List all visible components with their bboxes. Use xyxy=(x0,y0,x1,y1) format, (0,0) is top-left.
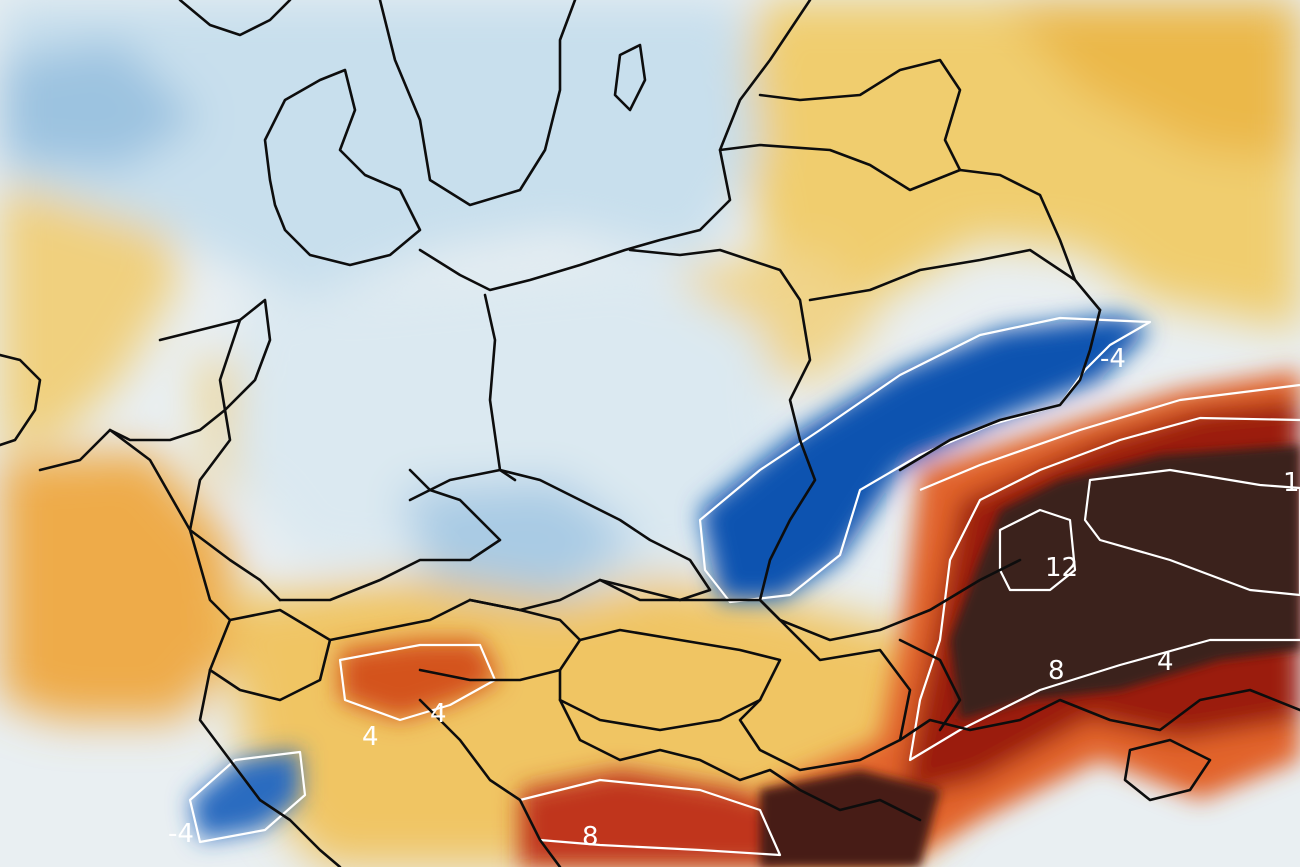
border-baltics xyxy=(758,58,962,172)
contour-12-right xyxy=(1083,468,1300,597)
contour-label-4-alps: 4 xyxy=(430,699,447,729)
contour-label-4-east: 4 xyxy=(1157,647,1174,677)
coastline-uk-east xyxy=(0,353,42,447)
contour-label-4-alps2: 4 xyxy=(362,722,379,752)
coastline-crimea xyxy=(1123,738,1212,802)
contour-label-12-left: 12 xyxy=(1045,553,1078,583)
coastline-italy-west xyxy=(258,798,342,867)
border-netherlands-belgium xyxy=(108,298,272,442)
island-gotland xyxy=(613,43,647,112)
contour-label-neg4-south: -4 xyxy=(168,819,194,849)
border-ukraine-south xyxy=(898,308,1102,472)
contour-label-8-balkan: 8 xyxy=(582,822,599,852)
border-belarus-south xyxy=(808,248,1077,302)
cold-area-czech xyxy=(400,480,640,600)
border-switzerland xyxy=(208,608,332,702)
border-germany-west xyxy=(188,318,282,602)
cool-area-center xyxy=(230,260,800,600)
border-poland-east xyxy=(628,248,817,602)
coastline-black-sea xyxy=(898,688,1300,742)
hot-area-balkan xyxy=(520,770,800,867)
border-germany-south xyxy=(278,468,502,602)
cold-area-south-blue xyxy=(190,750,300,840)
border-france-east xyxy=(38,428,262,802)
border-czech xyxy=(408,468,712,612)
border-moldova xyxy=(898,638,962,732)
coastline-baltic-south xyxy=(418,0,812,292)
border-romania xyxy=(738,618,912,772)
warm-area-france xyxy=(0,450,240,720)
cool-area-north xyxy=(0,0,760,300)
border-austria xyxy=(328,598,582,682)
contour-12-left xyxy=(998,508,1077,592)
border-slovakia xyxy=(598,578,782,622)
contour-8-east xyxy=(908,416,1300,762)
border-balkans xyxy=(558,698,922,822)
cold-area-northwest xyxy=(0,40,200,170)
contour-label-neg4-east: -4 xyxy=(1100,344,1126,374)
contour-label-8-east: 8 xyxy=(1048,656,1065,686)
extreme-area-east xyxy=(950,445,1300,720)
contour-label-12-right: 1 xyxy=(1283,468,1300,498)
contour-neg4-south xyxy=(188,750,307,844)
contour-labels: -4 12 1 8 4 4 4 -4 8 xyxy=(168,344,1300,852)
contour-4-alps xyxy=(338,643,497,722)
coastline-denmark xyxy=(263,68,422,267)
coastline-italy-adriatic xyxy=(418,698,562,867)
border-germany-poland xyxy=(483,293,517,482)
warm-area-northeast-core xyxy=(1000,0,1300,160)
warm-area-west xyxy=(0,160,180,450)
contour-8-balkan xyxy=(518,778,782,857)
cold-area-blue-band xyxy=(700,315,1150,600)
coastline-sweden xyxy=(378,0,577,207)
coastline-norway-south xyxy=(178,0,292,37)
extreme-area-south xyxy=(760,770,940,867)
contour-4-east xyxy=(919,383,1300,492)
